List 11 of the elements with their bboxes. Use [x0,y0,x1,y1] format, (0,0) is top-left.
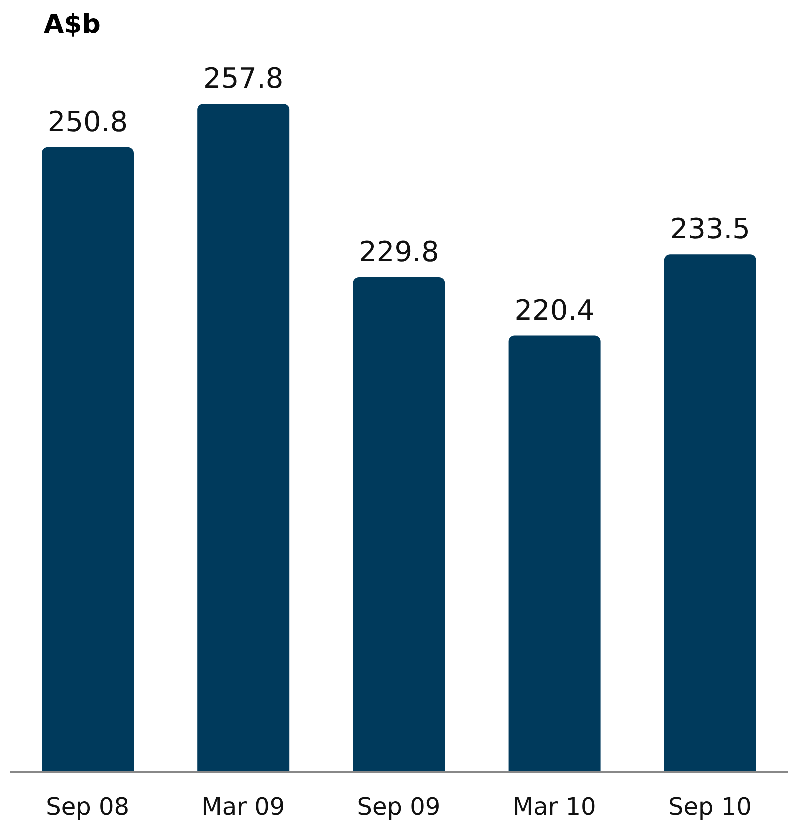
data-label: 220.4 [514,294,595,327]
data-label: 233.5 [670,212,750,246]
y-axis-title: A$b [44,10,101,40]
data-label: 250.8 [48,105,128,138]
x-tick-label: Sep 10 [668,793,752,822]
data-label: 229.8 [359,236,440,269]
x-tick-label: Mar 09 [202,793,286,822]
x-tick-label: Sep 08 [46,793,130,822]
x-tick-label: Mar 10 [512,793,596,822]
x-tick-label: Sep 09 [357,793,441,822]
data-label: 257.8 [204,62,284,95]
